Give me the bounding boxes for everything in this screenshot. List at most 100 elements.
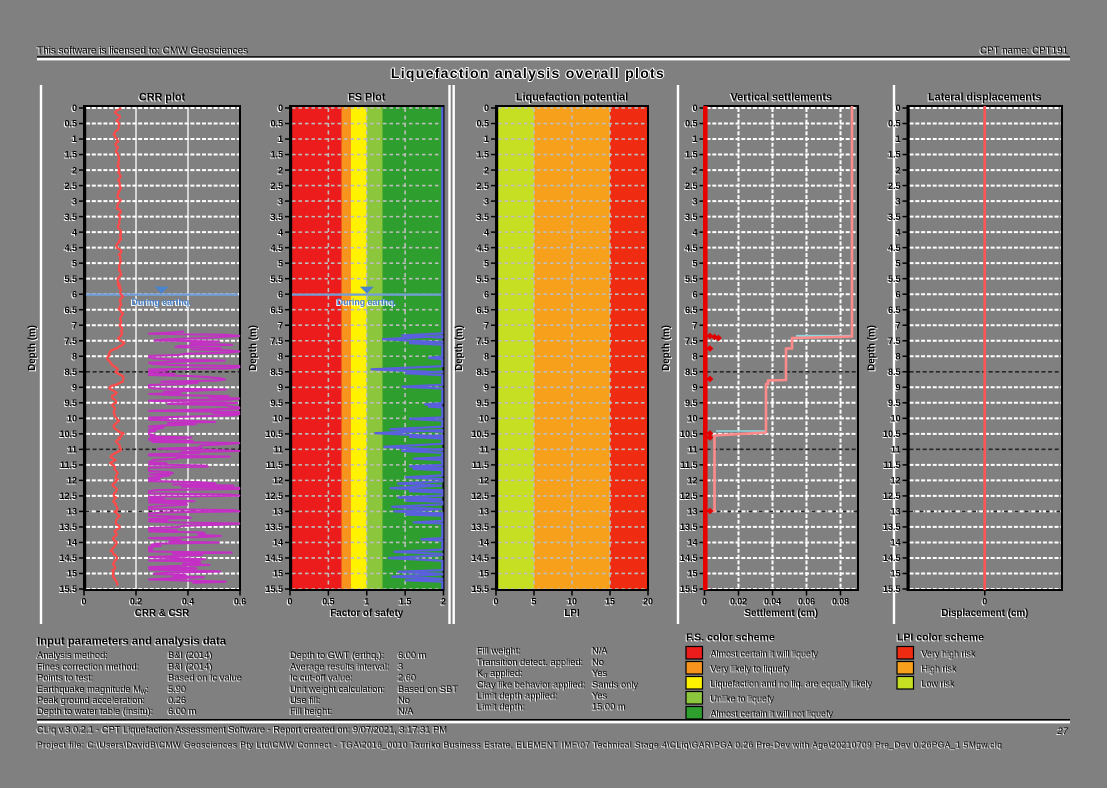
svg-text:Depth (m): Depth (m) bbox=[868, 326, 879, 372]
svg-text:B&I (2014): B&I (2014) bbox=[167, 662, 211, 672]
svg-text:5.5: 5.5 bbox=[685, 274, 698, 284]
svg-text:3.5: 3.5 bbox=[475, 213, 488, 223]
svg-text:6: 6 bbox=[894, 290, 899, 300]
svg-text:1.5: 1.5 bbox=[399, 597, 411, 607]
svg-text:6.5: 6.5 bbox=[269, 306, 282, 316]
svg-text:FS Plot: FS Plot bbox=[347, 93, 385, 105]
svg-text:8: 8 bbox=[894, 352, 899, 362]
svg-text:6.5: 6.5 bbox=[476, 305, 489, 315]
svg-text:8.5: 8.5 bbox=[270, 367, 283, 377]
svg-text:15: 15 bbox=[605, 597, 615, 607]
svg-text:6: 6 bbox=[71, 290, 76, 300]
svg-text:10.5: 10.5 bbox=[265, 429, 283, 439]
svg-text:Use fill:: Use fill: bbox=[289, 696, 319, 706]
svg-text:12: 12 bbox=[479, 476, 489, 486]
svg-text:1: 1 bbox=[71, 135, 76, 145]
svg-text:9.5: 9.5 bbox=[887, 399, 900, 409]
svg-text:9.5: 9.5 bbox=[63, 399, 76, 409]
svg-text:1: 1 bbox=[691, 135, 696, 145]
svg-text:14.5: 14.5 bbox=[882, 554, 900, 564]
svg-text:1.5: 1.5 bbox=[475, 151, 488, 161]
svg-text:15.5: 15.5 bbox=[882, 585, 900, 595]
svg-text:5: 5 bbox=[484, 258, 489, 268]
svg-text:4: 4 bbox=[72, 227, 77, 237]
svg-text:11.5: 11.5 bbox=[266, 460, 283, 470]
svg-text:0.5: 0.5 bbox=[887, 120, 900, 130]
svg-text:15.5: 15.5 bbox=[883, 584, 901, 594]
svg-text:7.5: 7.5 bbox=[270, 336, 283, 346]
svg-text:2.5: 2.5 bbox=[63, 182, 76, 192]
svg-text:8: 8 bbox=[277, 352, 282, 362]
svg-text:Depth (m): Depth (m) bbox=[27, 325, 38, 371]
svg-text:4: 4 bbox=[483, 228, 488, 238]
svg-text:14: 14 bbox=[687, 538, 697, 548]
svg-text:8: 8 bbox=[72, 351, 77, 361]
svg-text:Ic cut-off value:: Ic cut-off value: bbox=[289, 674, 352, 684]
svg-text:2.5: 2.5 bbox=[475, 182, 488, 192]
svg-text:14: 14 bbox=[479, 538, 489, 548]
svg-text:4: 4 bbox=[71, 228, 76, 238]
svg-text:11: 11 bbox=[479, 445, 489, 455]
svg-text:Liquefaction analysis overall: Liquefaction analysis overall plots bbox=[391, 65, 665, 81]
svg-text:14.5: 14.5 bbox=[58, 554, 76, 564]
svg-text:0: 0 bbox=[701, 598, 706, 608]
svg-text:12.5: 12.5 bbox=[264, 492, 282, 502]
svg-text:15.00 m: 15.00 m bbox=[591, 703, 625, 713]
svg-text:12.5: 12.5 bbox=[58, 492, 76, 502]
svg-text:1: 1 bbox=[363, 598, 368, 608]
svg-text:14: 14 bbox=[889, 539, 899, 549]
svg-text:2: 2 bbox=[484, 165, 489, 175]
svg-text:14: 14 bbox=[272, 539, 282, 549]
svg-text:During earthq.: During earthq. bbox=[337, 297, 397, 307]
svg-text:8.5: 8.5 bbox=[63, 368, 76, 378]
svg-text:11.5: 11.5 bbox=[472, 460, 489, 470]
svg-text:14.5: 14.5 bbox=[680, 553, 698, 563]
svg-text:3: 3 bbox=[894, 197, 899, 207]
svg-text:10.5: 10.5 bbox=[470, 430, 488, 440]
svg-text:14: 14 bbox=[66, 539, 76, 549]
svg-text:3: 3 bbox=[895, 196, 900, 206]
svg-text:Depth to water table (insitu):: Depth to water table (insitu): bbox=[37, 706, 153, 716]
svg-text:7: 7 bbox=[277, 321, 282, 331]
svg-text:13.5: 13.5 bbox=[883, 522, 901, 532]
svg-text:1.5: 1.5 bbox=[398, 598, 410, 608]
svg-text:15: 15 bbox=[272, 570, 282, 580]
svg-text:13.5: 13.5 bbox=[882, 523, 900, 533]
svg-text:4: 4 bbox=[691, 228, 696, 238]
svg-text:0.6: 0.6 bbox=[233, 598, 245, 608]
svg-text:Limit depth:: Limit depth: bbox=[477, 702, 525, 712]
svg-text:10: 10 bbox=[889, 415, 899, 425]
svg-text:10.5: 10.5 bbox=[882, 430, 900, 440]
svg-text:2: 2 bbox=[440, 598, 445, 608]
svg-text:Yes: Yes bbox=[592, 668, 608, 678]
svg-text:Project file: C:\Users\DavidB\: Project file: C:\Users\DavidB\CMW Geosci… bbox=[37, 740, 1002, 750]
svg-text:11: 11 bbox=[891, 445, 901, 455]
svg-text:7: 7 bbox=[278, 320, 283, 330]
svg-text:Ic cut-off value:: Ic cut-off value: bbox=[290, 673, 353, 683]
svg-text:Points to test:: Points to test: bbox=[36, 674, 92, 684]
svg-text:12: 12 bbox=[889, 477, 899, 487]
svg-text:3: 3 bbox=[692, 196, 697, 206]
svg-text:8: 8 bbox=[71, 352, 76, 362]
svg-text:15: 15 bbox=[273, 569, 283, 579]
svg-text:Settlement (cm): Settlement (cm) bbox=[744, 609, 818, 620]
svg-text:6.5: 6.5 bbox=[685, 305, 698, 315]
svg-text:11.5: 11.5 bbox=[679, 461, 696, 471]
svg-text:Based on SBT: Based on SBT bbox=[398, 684, 458, 694]
svg-text:Liquefaction analysis overall: Liquefaction analysis overall plots bbox=[390, 65, 664, 81]
svg-text:0.5: 0.5 bbox=[476, 119, 489, 129]
svg-text:N/A: N/A bbox=[398, 706, 414, 716]
svg-text:Vertical settlements: Vertical settlements bbox=[731, 92, 832, 104]
svg-text:Yes: Yes bbox=[591, 669, 607, 679]
svg-text:CRR & CSR: CRR & CSR bbox=[134, 609, 188, 620]
svg-text:10.5: 10.5 bbox=[883, 429, 901, 439]
svg-text:10.5: 10.5 bbox=[59, 429, 77, 439]
svg-text:0.5: 0.5 bbox=[63, 120, 76, 130]
svg-text:7.5: 7.5 bbox=[685, 336, 698, 346]
svg-text:1: 1 bbox=[895, 134, 900, 144]
svg-text:F.S. color scheme: F.S. color scheme bbox=[686, 632, 775, 644]
svg-text:13: 13 bbox=[478, 508, 488, 518]
svg-text:Yes: Yes bbox=[591, 692, 607, 702]
svg-text:Depth (m): Depth (m) bbox=[28, 326, 39, 372]
svg-text:Almost certain it will not liq: Almost certain it will not liquefy bbox=[711, 709, 834, 719]
